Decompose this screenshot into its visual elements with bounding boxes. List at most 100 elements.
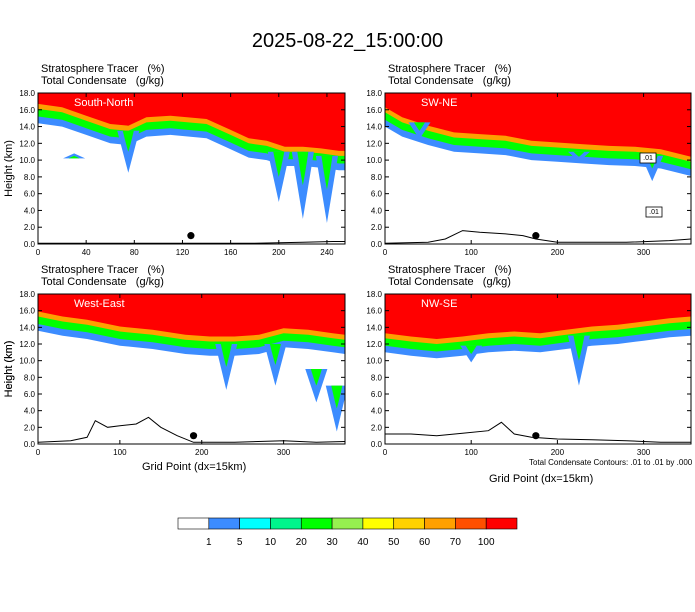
x-tick-label: 80 — [130, 248, 139, 257]
y-tick-label: 0.0 — [371, 240, 383, 249]
colorbar-swatch — [239, 517, 271, 530]
terrain-line — [385, 421, 691, 443]
panel-label: South-North — [74, 97, 133, 109]
header-line-condensate: Total Condensate (g/kg) — [388, 276, 511, 288]
y-tick-label: 14.0 — [366, 323, 382, 332]
tracer-intrusion-core — [331, 385, 343, 409]
colorbar-label: 1 — [206, 537, 212, 548]
panel-header-west-east: Stratosphere Tracer (%) Total Condensate… — [41, 264, 165, 288]
contour-label-box — [645, 206, 663, 218]
y-tick-label: 2.0 — [371, 223, 383, 232]
figure-title: 2025-08-22_15:00:00 — [251, 30, 444, 52]
location-marker — [532, 232, 540, 240]
x-tick-label: 120 — [176, 248, 190, 257]
y-tick-label: 2.0 — [24, 223, 36, 232]
x-tick-label: 300 — [637, 248, 651, 257]
tracer-intrusion-core — [413, 122, 425, 131]
x-tick-label: 100 — [465, 248, 479, 257]
y-tick-label: 18.0 — [366, 290, 382, 299]
y-tick-label: 2.0 — [24, 423, 36, 432]
tracer-intrusion-core — [297, 151, 309, 186]
colorbar-swatch — [300, 517, 333, 530]
contour-label: .01 — [649, 209, 659, 216]
x-tick-label: 300 — [277, 448, 291, 457]
y-tick-label: 10.0 — [366, 357, 382, 366]
terrain-line — [38, 416, 345, 443]
header-line-condensate: Total Condensate (g/kg) — [41, 75, 164, 87]
panel-label: West-East — [74, 298, 125, 310]
tracer-core-region — [385, 93, 691, 157]
colorbar-label: 20 — [296, 537, 308, 548]
x-tick-label: 0 — [383, 448, 388, 457]
location-marker — [532, 432, 540, 440]
y-tick-label: 16.0 — [366, 106, 382, 115]
panel-frame — [37, 293, 346, 445]
x-tick-label: 240 — [320, 248, 334, 257]
colorbar-label: 60 — [419, 537, 431, 548]
y-tick-label: 14.0 — [366, 123, 382, 132]
x-tick-label: 100 — [113, 448, 127, 457]
colorbar-label: 50 — [388, 537, 400, 548]
panel-header-sw-ne: Stratosphere Tracer (%) Total Condensate… — [388, 63, 512, 87]
tracer-intrusion — [305, 369, 328, 403]
panel-sw-ne: SW-NE 0.0 2.0 4.0 6.0 8.0 10.0 12.0 14.0 16.0 18.0… — [366, 89, 692, 257]
x-tick-label: 100 — [465, 448, 479, 457]
tracer-intrusion-core — [122, 130, 134, 152]
panel-nw-se: NW-SE 0.0 2.0 4.0 6.0 8.0 10.0 12.0 14.0 16.0 18.0… — [3, 290, 692, 457]
y-tick-label: 10.0 — [19, 156, 35, 165]
colorbar-swatch — [455, 517, 487, 530]
x-tick-label: 160 — [224, 248, 238, 257]
tracer-intrusion-core — [573, 335, 585, 361]
y-tick-label: 0.0 — [371, 440, 383, 449]
x-tick-label: 0 — [36, 448, 41, 457]
x-tick-label: 0 — [383, 248, 388, 257]
panel-south-north: South-North 0.0 2.0 4.0 6.0 8.0 10.0 12.0 14.0 16… — [3, 89, 346, 257]
y-tick-label: 12.0 — [19, 340, 35, 349]
y-axis-title: Height (km) — [3, 140, 15, 197]
y-tick-label: 16.0 — [19, 307, 35, 316]
y-tick-label: 12.0 — [366, 340, 382, 349]
tracer-intrusion — [325, 385, 345, 432]
y-tick-label: 8.0 — [371, 373, 383, 382]
panel-frame — [384, 92, 692, 245]
y-tick-label: 6.0 — [371, 390, 383, 399]
panel-west-east: West-East 0.0 2.0 4.0 6.0 8.0 10.0 12.0 14.0 16.0… — [3, 290, 346, 457]
header-line-condensate: Total Condensate (g/kg) — [388, 75, 511, 87]
tracer-intrusion-core — [321, 155, 333, 190]
y-tick-label: 6.0 — [24, 190, 36, 199]
tracer-intrusion-core — [465, 345, 477, 354]
tracer-core-region — [38, 294, 345, 337]
colorbar-swatch — [424, 517, 456, 530]
y-tick-label: 4.0 — [24, 407, 36, 416]
colorbar-label: 30 — [327, 537, 339, 548]
colorbar-swatch — [485, 517, 518, 530]
tracer-intrusion — [63, 153, 86, 159]
panel-label: NW-SE — [421, 298, 457, 310]
colorbar-swatch — [362, 517, 395, 530]
panel-plot-area — [385, 93, 691, 244]
y-tick-label: 8.0 — [371, 173, 383, 182]
colorbar-label: 5 — [237, 537, 243, 548]
panel-header-nw-se: Stratosphere Tracer (%) Total Condensate… — [388, 264, 512, 288]
tracer-core-region — [385, 294, 691, 339]
colorbar-label: 70 — [450, 537, 462, 548]
x-tick-label: 40 — [82, 248, 91, 257]
y-tick-label: 10.0 — [366, 156, 382, 165]
header-line-tracer: Stratosphere Tracer (%) — [41, 264, 165, 276]
y-tick-label: 4.0 — [371, 407, 383, 416]
y-tick-label: 14.0 — [19, 123, 35, 132]
colorbar-swatch — [208, 517, 240, 530]
y-axis-title: Height (km) — [3, 341, 15, 398]
panel-frame — [37, 92, 346, 245]
x-tick-label: 200 — [551, 448, 565, 457]
tracer-intrusion-core — [220, 344, 232, 367]
colorbar-swatch — [331, 517, 364, 530]
y-tick-label: 8.0 — [24, 373, 36, 382]
colorbar-label: 100 — [478, 537, 495, 548]
colorbar-label: 10 — [265, 537, 277, 548]
tracer-intrusion — [215, 344, 238, 390]
y-tick-label: 8.0 — [24, 173, 36, 182]
y-tick-label: 16.0 — [366, 307, 382, 316]
x-axis-title-left: Grid Point (dx=15km) — [142, 461, 247, 473]
tracer-intrusion-core — [310, 369, 322, 386]
